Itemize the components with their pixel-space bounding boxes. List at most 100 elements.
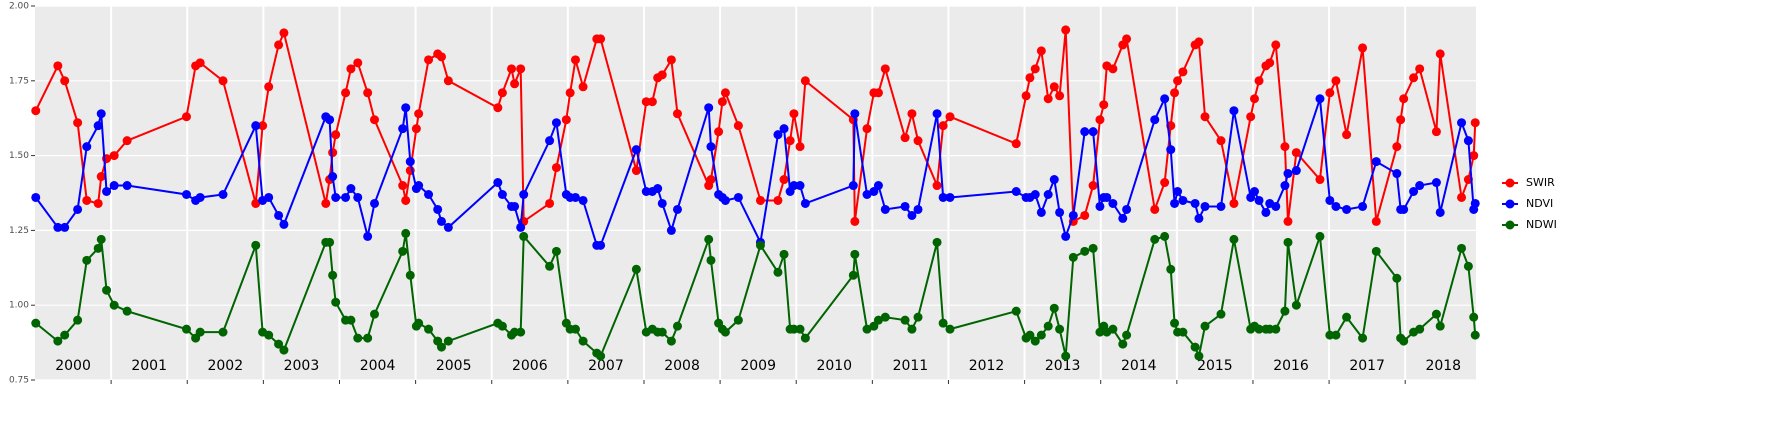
point — [331, 297, 341, 307]
point — [570, 55, 580, 65]
point — [596, 351, 606, 361]
point — [773, 130, 783, 140]
point — [1271, 324, 1281, 334]
point — [1457, 118, 1467, 128]
point — [1435, 321, 1445, 331]
point — [704, 234, 714, 244]
point — [1371, 246, 1381, 256]
point — [1118, 339, 1128, 349]
point — [401, 103, 411, 113]
point — [346, 184, 356, 194]
point — [1342, 130, 1352, 140]
point — [1061, 231, 1071, 241]
point — [755, 240, 765, 250]
point — [1025, 73, 1035, 83]
point — [720, 88, 730, 98]
point — [93, 243, 103, 253]
point — [900, 201, 910, 211]
point — [279, 28, 289, 38]
point — [1030, 336, 1040, 346]
point — [1088, 127, 1098, 137]
year-label: 2018 — [1425, 358, 1461, 374]
point — [436, 342, 446, 352]
point — [1080, 210, 1090, 220]
year-label: 2006 — [512, 358, 548, 374]
point — [1043, 189, 1053, 199]
point — [862, 324, 872, 334]
point — [1291, 166, 1301, 176]
point — [862, 189, 872, 199]
year-label: 2016 — [1273, 358, 1309, 374]
point — [1055, 91, 1065, 101]
point — [414, 181, 424, 191]
point — [53, 61, 63, 71]
point — [274, 40, 284, 50]
point — [850, 249, 860, 259]
year-label: 2014 — [1121, 358, 1157, 374]
point — [1358, 43, 1368, 53]
point — [596, 240, 606, 250]
point — [1435, 207, 1445, 217]
point — [1108, 324, 1118, 334]
legend-point — [1505, 178, 1515, 188]
point — [195, 327, 205, 337]
point — [405, 157, 415, 167]
point — [873, 88, 883, 98]
point — [1265, 58, 1275, 68]
point — [545, 261, 555, 271]
point — [218, 327, 228, 337]
point — [96, 109, 106, 119]
point — [773, 267, 783, 277]
point — [1170, 88, 1180, 98]
point — [102, 285, 112, 295]
point — [779, 124, 789, 134]
point — [1283, 216, 1293, 226]
point — [1409, 187, 1419, 197]
point — [1068, 252, 1078, 262]
point — [1229, 106, 1239, 116]
point — [1216, 201, 1226, 211]
year-label: 2005 — [436, 358, 472, 374]
point — [945, 192, 955, 202]
point — [1261, 207, 1271, 217]
point — [795, 324, 805, 334]
point — [1435, 49, 1445, 59]
point — [800, 76, 810, 86]
point — [1249, 187, 1259, 197]
point — [1095, 201, 1105, 211]
point — [1166, 264, 1176, 274]
point — [565, 88, 575, 98]
year-label: 2007 — [588, 358, 624, 374]
point — [353, 58, 363, 68]
point — [578, 195, 588, 205]
point — [932, 181, 942, 191]
point — [493, 178, 503, 188]
point — [1036, 46, 1046, 56]
point — [880, 64, 890, 74]
point — [907, 109, 917, 119]
point — [1399, 336, 1409, 346]
point — [1216, 136, 1226, 146]
point — [341, 192, 351, 202]
point — [73, 118, 83, 128]
point — [1463, 261, 1473, 271]
point — [850, 109, 860, 119]
point — [938, 192, 948, 202]
point — [1392, 142, 1402, 152]
point — [1160, 178, 1170, 188]
point — [1271, 201, 1281, 211]
point — [251, 121, 261, 131]
point — [363, 333, 373, 343]
point — [516, 222, 526, 232]
point — [1088, 181, 1098, 191]
point — [82, 255, 92, 265]
year-label: 2001 — [131, 358, 167, 374]
point — [706, 142, 716, 152]
point — [31, 106, 41, 116]
y-tick-label: 1.75 — [9, 76, 29, 86]
point — [1122, 330, 1132, 340]
point — [195, 192, 205, 202]
point — [1150, 234, 1160, 244]
point — [900, 315, 910, 325]
y-tick-label: 1.25 — [9, 226, 29, 236]
